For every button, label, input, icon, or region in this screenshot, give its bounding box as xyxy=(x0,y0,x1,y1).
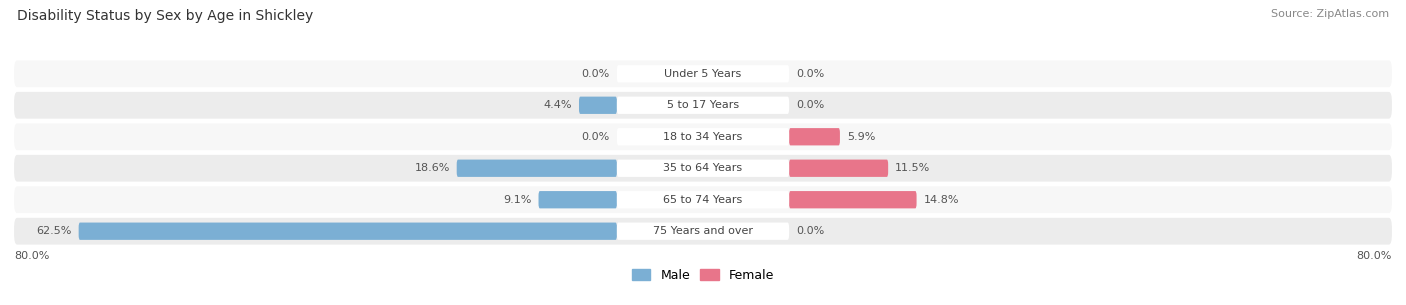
Text: 75 Years and over: 75 Years and over xyxy=(652,226,754,236)
FancyBboxPatch shape xyxy=(79,223,617,240)
Text: Source: ZipAtlas.com: Source: ZipAtlas.com xyxy=(1271,9,1389,19)
FancyBboxPatch shape xyxy=(789,191,917,208)
Text: 14.8%: 14.8% xyxy=(924,195,959,205)
FancyBboxPatch shape xyxy=(617,97,789,114)
FancyBboxPatch shape xyxy=(789,128,839,145)
FancyBboxPatch shape xyxy=(617,191,789,208)
Text: 0.0%: 0.0% xyxy=(582,69,610,79)
Text: 18 to 34 Years: 18 to 34 Years xyxy=(664,132,742,142)
FancyBboxPatch shape xyxy=(538,191,617,208)
Text: 80.0%: 80.0% xyxy=(1357,251,1392,261)
FancyBboxPatch shape xyxy=(579,97,617,114)
Text: Disability Status by Sex by Age in Shickley: Disability Status by Sex by Age in Shick… xyxy=(17,9,314,23)
FancyBboxPatch shape xyxy=(617,223,789,240)
FancyBboxPatch shape xyxy=(617,65,789,82)
FancyBboxPatch shape xyxy=(14,186,1392,213)
Text: 62.5%: 62.5% xyxy=(37,226,72,236)
FancyBboxPatch shape xyxy=(617,160,789,177)
FancyBboxPatch shape xyxy=(14,218,1392,245)
Text: 5 to 17 Years: 5 to 17 Years xyxy=(666,100,740,110)
Text: 0.0%: 0.0% xyxy=(796,226,824,236)
FancyBboxPatch shape xyxy=(457,160,617,177)
FancyBboxPatch shape xyxy=(617,128,789,145)
Text: 0.0%: 0.0% xyxy=(582,132,610,142)
Text: 0.0%: 0.0% xyxy=(796,100,824,110)
Text: 18.6%: 18.6% xyxy=(415,163,450,173)
FancyBboxPatch shape xyxy=(14,92,1392,119)
Text: 35 to 64 Years: 35 to 64 Years xyxy=(664,163,742,173)
Legend: Male, Female: Male, Female xyxy=(627,264,779,287)
Text: Under 5 Years: Under 5 Years xyxy=(665,69,741,79)
FancyBboxPatch shape xyxy=(14,60,1392,87)
Text: 5.9%: 5.9% xyxy=(846,132,875,142)
FancyBboxPatch shape xyxy=(14,155,1392,181)
FancyBboxPatch shape xyxy=(14,124,1392,150)
Text: 11.5%: 11.5% xyxy=(896,163,931,173)
FancyBboxPatch shape xyxy=(789,160,889,177)
Text: 4.4%: 4.4% xyxy=(544,100,572,110)
Text: 65 to 74 Years: 65 to 74 Years xyxy=(664,195,742,205)
Text: 9.1%: 9.1% xyxy=(503,195,531,205)
Text: 0.0%: 0.0% xyxy=(796,69,824,79)
Text: 80.0%: 80.0% xyxy=(14,251,49,261)
